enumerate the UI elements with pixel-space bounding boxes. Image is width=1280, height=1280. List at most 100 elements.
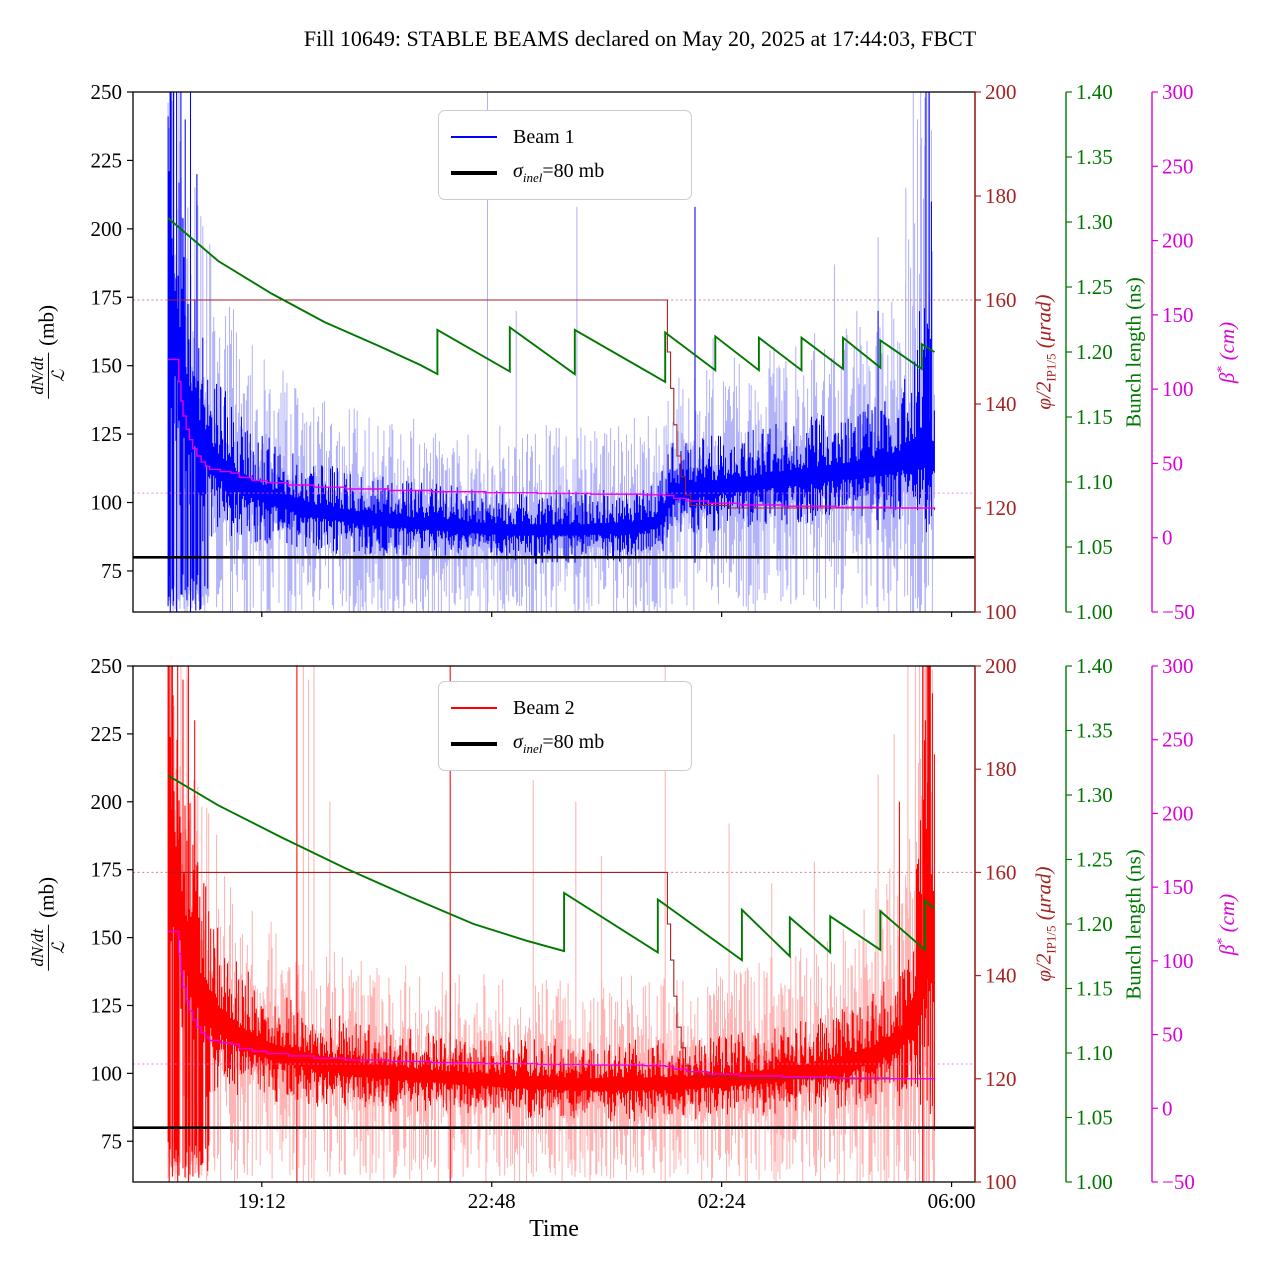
yticks-left: 250 225 200 175 150 125 100 75: [91, 80, 133, 583]
legend-entry-beam1: Beam 1: [451, 119, 679, 155]
ns-tick-label: 1.20: [1076, 340, 1113, 364]
legend-entry-sigma: σinel=80 mb: [451, 726, 679, 762]
legend-entry-sigma: σinel=80 mb: [451, 155, 679, 191]
ytick-label: 200: [91, 217, 123, 241]
ns-tick-label: 1.15: [1076, 405, 1113, 429]
ytick-label: 175: [91, 858, 123, 882]
xtick-label: 02:24: [698, 1189, 746, 1213]
beta-tick-label: 300: [1162, 654, 1194, 678]
yaxis-betastar: 300 250 200 150 100 50 0 −50: [1151, 80, 1195, 624]
ytick-label: 225: [91, 722, 123, 746]
xtick-label: 22:48: [468, 1189, 516, 1213]
yaxis-bunchlength: 1.40 1.35 1.30 1.25 1.20 1.15 1.10 1.05 1.00: [1065, 654, 1113, 1194]
yticks-left: 250 225 200 175 150 125 100 75: [91, 654, 133, 1153]
legend-line-beam1: [451, 136, 497, 138]
ns-tick-label: 1.00: [1076, 600, 1113, 624]
beta-tick-label: 150: [1162, 875, 1194, 899]
ytick-label: 75: [101, 1129, 122, 1153]
phi-tick-label: 120: [985, 1067, 1017, 1091]
ns-tick-label: 1.40: [1076, 80, 1113, 104]
beta-tick-label: 300: [1162, 80, 1194, 104]
phi-tick-label: 180: [985, 757, 1017, 781]
ns-tick-label: 1.10: [1076, 1041, 1113, 1065]
crossing-angle-line: [168, 871, 936, 1081]
beam2-trace: [167, 666, 935, 1182]
ns-tick-label: 1.30: [1076, 783, 1113, 807]
beta-tick-label: −50: [1162, 600, 1195, 624]
beta-tick-label: −50: [1162, 1170, 1195, 1194]
beta-star-line: [168, 358, 936, 509]
beta-tick-label: 100: [1162, 949, 1194, 973]
yaxis-phi: 200 180 160 140 120 100: [974, 80, 1017, 624]
phi-tick-label: 120: [985, 496, 1017, 520]
beta-tick-label: 100: [1162, 377, 1194, 401]
yaxis-bunchlength: 1.40 1.35 1.30 1.25 1.20 1.15 1.10 1.05 1.00: [1065, 80, 1113, 624]
crossing-angle-line: [168, 299, 936, 511]
ns-tick-label: 1.20: [1076, 912, 1113, 936]
figure-title: Fill 10649: STABLE BEAMS declared on May…: [303, 26, 977, 51]
legend-entry-beam2: Beam 2: [451, 690, 679, 726]
beta-tick-label: 50: [1162, 1023, 1183, 1047]
phi-tick-label: 200: [985, 654, 1017, 678]
xtick-label: 06:00: [928, 1189, 976, 1213]
xlabel-time: Time: [529, 1216, 579, 1242]
beta-tick-label: 0: [1162, 526, 1173, 550]
beta-tick-label: 250: [1162, 154, 1194, 178]
ns-tick-label: 1.00: [1076, 1170, 1113, 1194]
ns-tick-label: 1.15: [1076, 977, 1113, 1001]
ytick-label: 250: [91, 80, 123, 104]
ns-tick-label: 1.10: [1076, 470, 1113, 494]
ytick-label: 175: [91, 285, 123, 309]
ytick-label: 75: [101, 559, 122, 583]
xtick-label: 19:12: [238, 1189, 286, 1213]
subplot-beam2: 250 225 200 175 150 125 100 75 19:12 22:48 02:24 06…: [91, 654, 1195, 1213]
phi-tick-label: 100: [985, 600, 1017, 624]
subplot-beam1: 250 225 200 175 150 125 100 75 200 180 160 140 120 10…: [91, 80, 1195, 624]
xticks: 19:12 22:48 02:24 06:00: [238, 1182, 976, 1213]
phi-tick-label: 140: [985, 964, 1017, 988]
legend-line-sigma: [451, 171, 497, 175]
yaxis-phi: 200 180 160 140 120 100: [974, 654, 1017, 1194]
bunch-length-line: [167, 774, 936, 962]
phi-tick-label: 140: [985, 392, 1017, 416]
legend-beam2: Beam 2 σinel=80 mb: [438, 681, 692, 771]
ns-tick-label: 1.25: [1076, 848, 1113, 872]
beta-tick-label: 200: [1162, 229, 1194, 253]
ytick-label: 150: [91, 354, 123, 378]
beta-tick-label: 200: [1162, 801, 1194, 825]
phi-tick-label: 180: [985, 184, 1017, 208]
ytick-label: 225: [91, 148, 123, 172]
beta-tick-label: 250: [1162, 728, 1194, 752]
phi-tick-label: 160: [985, 288, 1017, 312]
ns-tick-label: 1.35: [1076, 719, 1113, 743]
ns-tick-label: 1.35: [1076, 145, 1113, 169]
legend-line-beam2: [451, 707, 497, 709]
ns-tick-label: 1.05: [1076, 535, 1113, 559]
beta-star-line: [168, 930, 936, 1080]
ns-tick-label: 1.05: [1076, 1106, 1113, 1130]
ns-tick-label: 1.40: [1076, 654, 1113, 678]
beta-tick-label: 150: [1162, 303, 1194, 327]
ytick-label: 100: [91, 1061, 123, 1085]
legend-beam1: Beam 1 σinel=80 mb: [438, 110, 692, 200]
ytick-label: 250: [91, 654, 123, 678]
bunch-length-line: [167, 217, 935, 384]
ytick-label: 125: [91, 993, 123, 1017]
ytick-label: 150: [91, 926, 123, 950]
legend-line-sigma: [451, 742, 497, 746]
ytick-label: 200: [91, 790, 123, 814]
ns-tick-label: 1.25: [1076, 275, 1113, 299]
yaxis-betastar: 300 250 200 150 100 50 0 −50: [1151, 654, 1195, 1194]
ns-tick-label: 1.30: [1076, 210, 1113, 234]
beam1-trace: [167, 92, 935, 612]
xticks: [261, 612, 953, 617]
ytick-label: 125: [91, 422, 123, 446]
phi-tick-label: 100: [985, 1170, 1017, 1194]
ytick-label: 100: [91, 491, 123, 515]
phi-tick-label: 160: [985, 860, 1017, 884]
beta-tick-label: 0: [1162, 1096, 1173, 1120]
phi-tick-label: 200: [985, 80, 1017, 104]
beta-tick-label: 50: [1162, 451, 1183, 475]
